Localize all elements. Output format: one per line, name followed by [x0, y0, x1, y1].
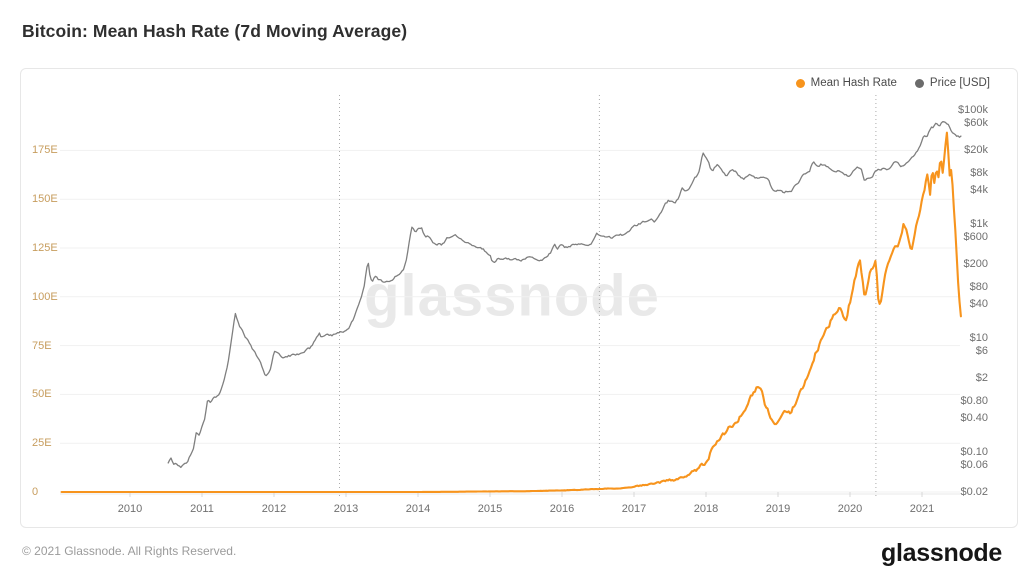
- hash-rate-line: [60, 131, 962, 494]
- page-title: Bitcoin: Mean Hash Rate (7d Moving Avera…: [22, 21, 408, 41]
- chart-legend: Mean Hash Rate Price [USD]: [795, 77, 990, 89]
- glassnode-logo: glassnode: [881, 539, 1002, 567]
- legend-label: Price [USD]: [929, 77, 990, 89]
- legend-item-mean-hash-rate[interactable]: Mean Hash Rate: [795, 77, 897, 89]
- legend-dot-orange-icon: [795, 78, 805, 88]
- legend-dot-gray-icon: [914, 78, 924, 88]
- legend-item-price-usd[interactable]: Price [USD]: [914, 77, 990, 89]
- glassnode-watermark: glassnode: [364, 263, 660, 329]
- price-line: [167, 121, 962, 469]
- copyright-text: © 2021 Glassnode. All Rights Reserved.: [22, 544, 237, 558]
- legend-label: Mean Hash Rate: [810, 77, 897, 89]
